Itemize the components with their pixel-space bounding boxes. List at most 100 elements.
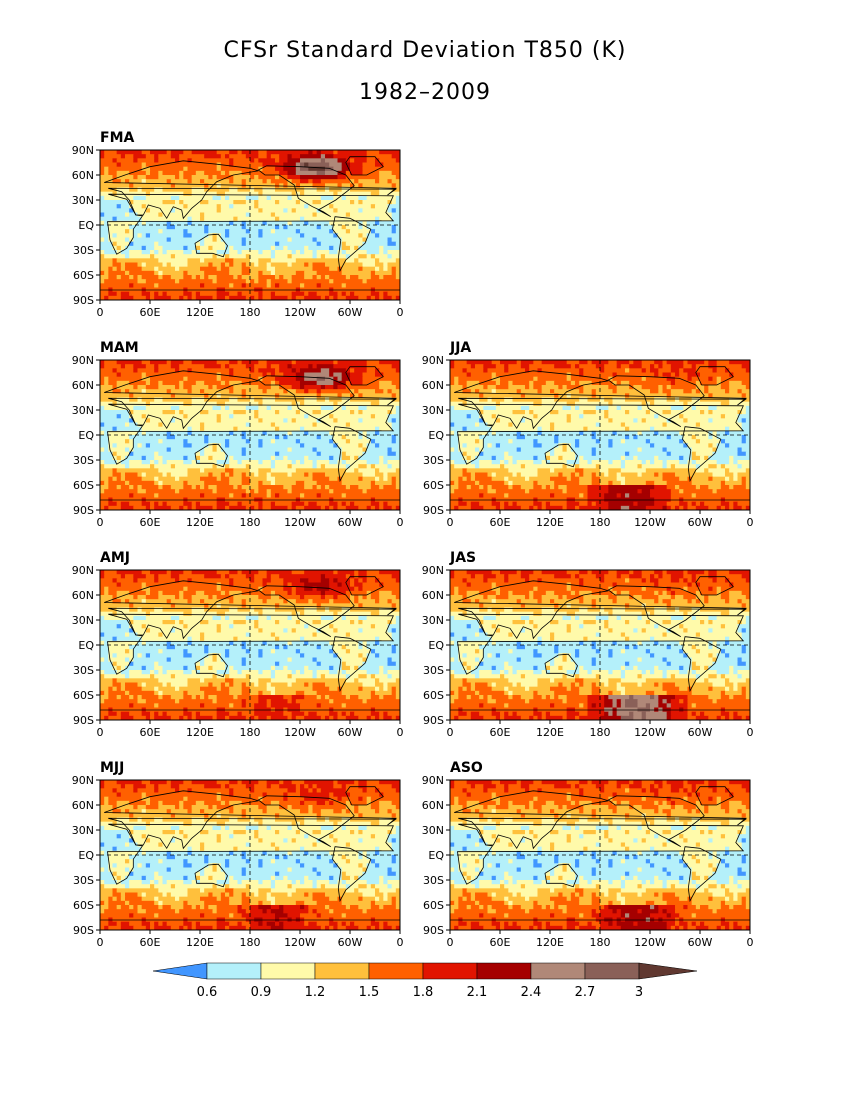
coastline	[682, 426, 722, 483]
heatmap-cells	[450, 570, 750, 720]
x-tick-label: 180	[240, 726, 261, 739]
panel-label: MAM	[100, 340, 139, 356]
coastline	[345, 786, 384, 806]
heatmap-cells	[450, 360, 750, 510]
y-tick-label: 90S	[73, 294, 94, 307]
x-tick-label: 0	[397, 306, 404, 319]
x-tick-label: 180	[240, 516, 261, 529]
panel-label: AMJ	[100, 550, 130, 566]
x-tick-label: 60E	[140, 726, 161, 739]
coastline	[194, 863, 228, 888]
x-tick-label: 0	[97, 726, 104, 739]
coastline	[257, 585, 355, 638]
x-tick-label: 120W	[634, 726, 666, 739]
y-tick-label: 90S	[423, 924, 444, 937]
coastline	[104, 580, 398, 640]
x-tick-label: 120W	[634, 936, 666, 949]
coastline	[332, 216, 372, 273]
coastline	[194, 233, 228, 258]
x-tick-label: 0	[397, 726, 404, 739]
panel-label: JJA	[449, 340, 471, 356]
x-tick-label: 0	[397, 936, 404, 949]
x-tick-label: 120W	[284, 516, 316, 529]
y-tick-label: 60S	[73, 689, 94, 702]
coastline	[454, 790, 748, 850]
coastline	[454, 370, 748, 430]
panel-label: JAS	[449, 550, 476, 566]
x-tick-label: 120E	[536, 726, 564, 739]
x-tick-label: 60W	[338, 726, 363, 739]
panel-label: ASO	[450, 760, 483, 776]
chart-subtitle: 1982–2009	[359, 80, 491, 105]
x-tick-label: 60E	[140, 306, 161, 319]
y-tick-label: 60N	[72, 799, 94, 812]
x-tick-label: 60W	[338, 936, 363, 949]
x-tick-label: 0	[447, 516, 454, 529]
y-tick-label: 60N	[72, 589, 94, 602]
y-tick-label: 90S	[73, 504, 94, 517]
x-tick-label: 120E	[536, 516, 564, 529]
coastline	[695, 576, 734, 596]
x-tick-label: 120E	[186, 306, 214, 319]
y-tick-label: 30S	[73, 874, 94, 887]
coastline	[257, 795, 355, 848]
x-tick-label: 60E	[490, 516, 511, 529]
heatmap-cells	[100, 360, 400, 510]
y-tick-label: EQ	[78, 639, 94, 652]
y-tick-label: 30N	[422, 614, 444, 627]
colorbar-swatch	[314, 962, 370, 980]
y-tick-label: 90S	[73, 714, 94, 727]
x-tick-label: 60W	[688, 516, 713, 529]
heatmap-cells	[100, 150, 400, 300]
x-tick-label: 120W	[634, 516, 666, 529]
y-tick-label: 30N	[72, 194, 94, 207]
x-tick-label: 120E	[186, 726, 214, 739]
x-tick-label: 60W	[688, 936, 713, 949]
colorbar: 0.6 0.9 1.2 1.5 1.8 2.1 2.4 2.7 3	[152, 962, 698, 1000]
x-tick-label: 180	[590, 726, 611, 739]
y-tick-label: 30N	[72, 614, 94, 627]
y-tick-label: EQ	[78, 849, 94, 862]
heatmap-cells	[100, 570, 400, 720]
x-tick-label: 0	[447, 936, 454, 949]
y-tick-label: 60S	[73, 899, 94, 912]
coastline	[104, 370, 398, 430]
colorbar-tick-label: 2.4	[521, 985, 542, 1000]
x-tick-label: 180	[590, 936, 611, 949]
x-tick-label: 60E	[490, 726, 511, 739]
y-tick-label: 90N	[422, 354, 444, 367]
coastline	[607, 585, 705, 638]
y-tick-label: 60S	[423, 899, 444, 912]
y-tick-label: 90N	[72, 564, 94, 577]
colorbar-tick-label: 1.8	[413, 985, 434, 1000]
y-tick-label: 90N	[422, 564, 444, 577]
coastline	[194, 443, 228, 468]
y-tick-label: EQ	[428, 429, 444, 442]
panel-label: FMA	[100, 130, 134, 146]
y-tick-label: 60S	[73, 479, 94, 492]
y-tick-label: 30S	[423, 454, 444, 467]
y-tick-label: 30N	[72, 824, 94, 837]
coastline	[257, 165, 355, 218]
y-tick-label: 60S	[423, 479, 444, 492]
y-tick-label: 60S	[423, 689, 444, 702]
y-tick-label: 60N	[422, 589, 444, 602]
colorbar-tick-label: 3	[635, 985, 643, 1000]
coastline	[104, 790, 398, 850]
colorbar-swatch	[476, 962, 532, 980]
colorbar-tick-label: 0.6	[197, 985, 218, 1000]
chart-title: CFSr Standard Deviation T850 (K)	[223, 38, 627, 63]
y-tick-label: 90N	[72, 774, 94, 787]
x-tick-label: 60W	[688, 726, 713, 739]
y-tick-label: 30N	[422, 824, 444, 837]
x-tick-label: 120E	[186, 516, 214, 529]
coastline	[345, 156, 384, 176]
y-tick-label: 90S	[423, 504, 444, 517]
coastline	[695, 786, 734, 806]
y-tick-label: 30S	[423, 664, 444, 677]
coastline	[104, 160, 398, 220]
y-tick-label: 30N	[72, 404, 94, 417]
